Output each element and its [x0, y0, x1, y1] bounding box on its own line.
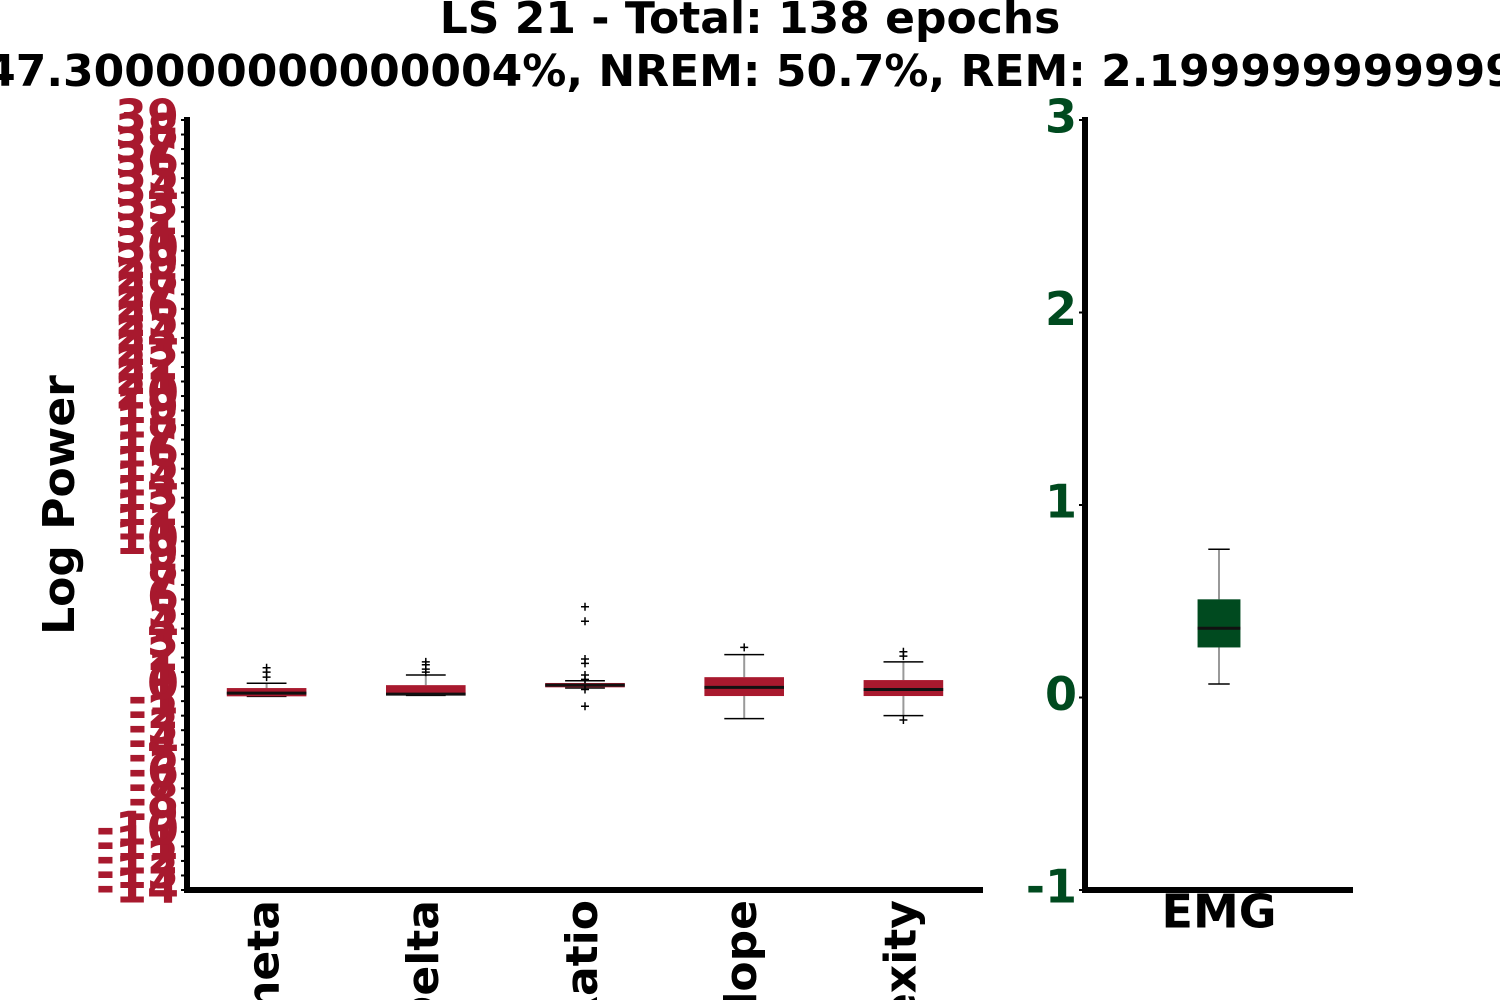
- flier: [581, 659, 589, 668]
- flier: [581, 617, 589, 626]
- y-tick-label: 20: [115, 366, 179, 420]
- y-tick-label: 28: [115, 249, 179, 303]
- y-tick-label: 17: [115, 409, 179, 463]
- y-tick-label: 11: [115, 496, 179, 550]
- y-tick-label: 15: [115, 438, 179, 492]
- y-tick-label: 26: [115, 278, 179, 332]
- y-tick-label: 1: [147, 642, 179, 696]
- y-tick-label: 23: [115, 322, 179, 376]
- y-tick-label: -1: [1026, 860, 1077, 914]
- flier: [581, 675, 589, 684]
- y-tick-label: 8: [147, 540, 179, 594]
- flier: [740, 643, 749, 652]
- y-tick-label: 10: [115, 511, 179, 565]
- flier: [421, 668, 430, 677]
- y-tick-label: 9: [147, 525, 179, 579]
- y-tick-label: -13: [96, 845, 179, 899]
- y-tick-label: 39: [115, 90, 179, 144]
- y-tick-label: 4: [147, 598, 179, 652]
- y-tick-label: -9: [128, 787, 179, 841]
- y-tick-label: 2: [147, 627, 179, 681]
- flier: [581, 702, 589, 711]
- y-tick-label: 19: [115, 380, 179, 434]
- y-tick-label: 36: [115, 133, 179, 187]
- y-tick-label: -2: [128, 685, 179, 739]
- y-tick-label: 0: [147, 656, 179, 710]
- y-tick-label: 6: [147, 569, 179, 623]
- flier: [581, 602, 589, 611]
- chart-subtitle: Wake: 47.300000000000004%, NREM: 50.7%, …: [0, 46, 1500, 97]
- y-tick-label: 16: [115, 424, 179, 478]
- y-tick-label: 14: [115, 453, 179, 507]
- y-axis-label: Log Power: [34, 375, 85, 635]
- x-tick-label: Delta: [398, 900, 449, 1000]
- y-tick-label: -8: [128, 772, 179, 826]
- y-tick-label: 32: [115, 191, 179, 245]
- y-tick-label: 3: [1045, 90, 1077, 144]
- y-tick-label: -14: [96, 860, 179, 914]
- y-tick-label: 5: [147, 583, 179, 637]
- flier: [262, 673, 271, 682]
- x-tick-label: Complexity: [875, 900, 926, 1000]
- y-tick-label: -1: [128, 671, 179, 725]
- y-tick-label: 37: [115, 119, 179, 173]
- y-tick-label: 35: [115, 148, 179, 202]
- y-tick-label: 21: [115, 351, 179, 405]
- y-tick-label: -6: [128, 743, 179, 797]
- y-tick-label: 24: [115, 307, 179, 361]
- y-tick-label: 18: [115, 395, 179, 449]
- flier: [899, 716, 908, 725]
- x-tick-label: Slope: [716, 900, 767, 1000]
- y-tick-label: 33: [115, 177, 179, 231]
- x-tick-label: Ratio: [557, 900, 608, 1000]
- chart-title: LS 21 - Total: 138 epochs: [440, 0, 1061, 44]
- flier: [899, 652, 908, 661]
- y-tick-label: 30: [115, 220, 179, 274]
- y-tick-label: 7: [147, 554, 179, 608]
- y-tick-label: 25: [115, 293, 179, 347]
- y-tick-label: 31: [115, 206, 179, 260]
- y-tick-label: -3: [128, 700, 179, 754]
- y-tick-label: -4: [128, 714, 179, 768]
- flier: [581, 685, 589, 694]
- y-tick-label: 22: [115, 336, 179, 390]
- y-tick-label: 2: [1045, 282, 1077, 336]
- x-tick-label: Theta: [239, 900, 290, 1000]
- y-tick-label: -7: [128, 758, 179, 812]
- y-tick-label: 0: [1045, 667, 1077, 721]
- y-tick-label: -12: [96, 830, 179, 884]
- y-tick-label: 34: [115, 162, 179, 216]
- y-tick-label: 38: [115, 104, 179, 158]
- box: [386, 685, 466, 696]
- y-tick-label: -10: [96, 801, 179, 855]
- y-tick-label: 29: [115, 235, 179, 289]
- y-tick-label: 12: [115, 482, 179, 536]
- y-tick-label: -5: [128, 729, 179, 783]
- y-tick-label: -11: [96, 816, 179, 870]
- y-tick-label: 3: [147, 613, 179, 667]
- y-tick-label: 27: [115, 264, 179, 318]
- y-tick-label: 1: [1045, 475, 1077, 529]
- x-tick-label: EMG: [1162, 885, 1277, 939]
- y-tick-label: 13: [115, 467, 179, 521]
- box: [1197, 599, 1241, 648]
